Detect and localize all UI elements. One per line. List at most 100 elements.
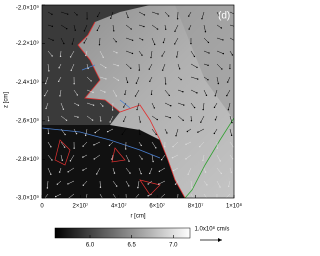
arrow-head [82, 156, 84, 158]
arrow-head [115, 95, 118, 97]
arrow [86, 76, 92, 82]
arrow [138, 115, 141, 123]
arrow-head [226, 94, 228, 97]
arrow [229, 37, 234, 41]
arrow [177, 115, 184, 121]
arrow [111, 154, 114, 160]
arrow [138, 128, 141, 135]
arrow-head [160, 159, 163, 161]
arrow-head [190, 120, 193, 122]
arrow [149, 76, 153, 82]
arrow-head [77, 116, 79, 118]
arrow [188, 11, 192, 17]
arrow [70, 154, 75, 161]
arrow-head [108, 144, 111, 147]
reference-arrow-label: 1.0x10⁸ cm/s [195, 226, 230, 233]
arrow [164, 89, 170, 96]
arrow [200, 115, 205, 123]
arrow-head [50, 146, 52, 148]
x-axis-label: r [cm] [131, 214, 146, 220]
arrow [214, 89, 218, 96]
blue-contour [42, 64, 161, 159]
arrow-head [150, 93, 153, 96]
arrow-head [187, 15, 190, 17]
arrow [107, 128, 114, 132]
arrow-head [59, 95, 61, 97]
arrow-head [75, 132, 78, 135]
arrow-head [139, 133, 141, 135]
arrow-head [204, 31, 207, 33]
arrow-head [127, 16, 129, 19]
arrow-head [82, 184, 85, 186]
arrow-head [172, 169, 175, 172]
arrow-head [86, 18, 88, 20]
arrow [149, 63, 153, 70]
arrow-head [102, 105, 104, 107]
arrow [112, 167, 115, 174]
arrow-head [63, 146, 66, 148]
arrow [45, 76, 49, 84]
arrow-head [82, 145, 84, 147]
figure: (d) r [cm] z [cm] 1.0x10⁸ cm/s 0 2×10⁷ 4×1… [4, 5, 243, 249]
y-tick-label: -2.8×10⁹ [16, 156, 40, 163]
arrow [82, 167, 88, 171]
arrow-head [104, 91, 106, 93]
arrow-head [51, 13, 53, 16]
arrow-head [98, 43, 101, 46]
y-tick-label: -3.0×10⁹ [16, 195, 40, 202]
arrow [172, 154, 179, 158]
arrow [201, 11, 205, 19]
arrow-head [122, 120, 125, 122]
arrow [47, 180, 49, 188]
arrow [99, 63, 106, 68]
arrow-head [137, 186, 139, 189]
arrow-head [106, 130, 109, 133]
arrow-head [226, 81, 229, 83]
arrow-head [76, 14, 78, 16]
arrow-head [100, 120, 102, 122]
arrow [47, 154, 53, 161]
arrow [109, 141, 114, 146]
arrow [125, 154, 130, 162]
arrow-head [122, 106, 125, 108]
arrow-head [178, 68, 181, 70]
arrow [187, 128, 192, 132]
arrow-head [168, 94, 170, 97]
arrow-head [43, 94, 46, 97]
arrow-head [67, 183, 69, 185]
arrow [73, 128, 77, 134]
arrow-head [207, 79, 209, 81]
field-image: (d) [42, 5, 234, 200]
arrow-head [116, 199, 117, 200]
arrow [173, 167, 179, 171]
arrow [229, 154, 233, 159]
arrow [112, 63, 119, 66]
velocity-arrows [43, 11, 234, 200]
green-contour [184, 117, 234, 198]
arrow [125, 167, 131, 174]
arrow-head [66, 28, 68, 30]
arrow-head [185, 143, 187, 146]
arrow [123, 115, 127, 122]
arrow-head [231, 54, 234, 56]
arrow [112, 76, 119, 81]
arrow [229, 141, 234, 147]
arrow [151, 141, 157, 148]
arrow-head [102, 56, 104, 58]
arrow-head [47, 119, 50, 122]
arrow [85, 50, 88, 56]
arrow-head [158, 183, 160, 185]
arrow-head [175, 135, 177, 137]
arrow-head [115, 185, 118, 187]
arrow [70, 50, 75, 58]
arrow-head [64, 133, 66, 136]
arrow [214, 128, 218, 134]
arrow-head [219, 160, 221, 162]
arrow [112, 37, 117, 42]
arrow-head [113, 30, 115, 32]
arrow [216, 180, 221, 188]
arrow-head [206, 184, 208, 186]
arrow [60, 11, 68, 15]
arrow [150, 50, 153, 58]
arrow [216, 76, 219, 84]
